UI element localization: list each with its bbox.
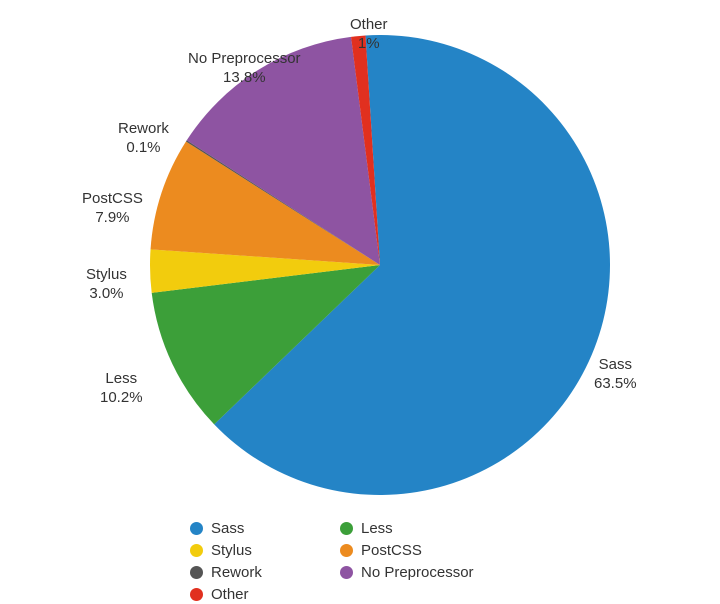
legend-item-rework: Rework <box>190 562 340 582</box>
pie-chart-container: Other 1% No Preprocessor 13.8% Rework 0.… <box>0 0 720 585</box>
legend-label: Less <box>361 520 393 537</box>
legend-item-noprep: No Preprocessor <box>340 562 530 582</box>
legend-swatch <box>340 566 353 579</box>
legend-swatch <box>340 544 353 557</box>
legend-label: PostCSS <box>361 542 422 559</box>
legend-label: Sass <box>211 520 244 537</box>
legend: Sass Less Stylus PostCSS Rework No Prepr… <box>190 518 530 604</box>
legend-item-less: Less <box>340 518 530 538</box>
legend-label: Rework <box>211 564 262 581</box>
legend-swatch <box>190 566 203 579</box>
legend-item-stylus: Stylus <box>190 540 340 560</box>
legend-swatch <box>340 522 353 535</box>
legend-swatch <box>190 588 203 601</box>
legend-item-other: Other <box>190 584 340 604</box>
legend-item-sass: Sass <box>190 518 340 538</box>
legend-swatch <box>190 522 203 535</box>
legend-item-postcss: PostCSS <box>340 540 530 560</box>
pie-chart <box>0 0 720 520</box>
legend-swatch <box>190 544 203 557</box>
legend-label: No Preprocessor <box>361 564 474 581</box>
legend-label: Other <box>211 586 249 603</box>
legend-label: Stylus <box>211 542 252 559</box>
